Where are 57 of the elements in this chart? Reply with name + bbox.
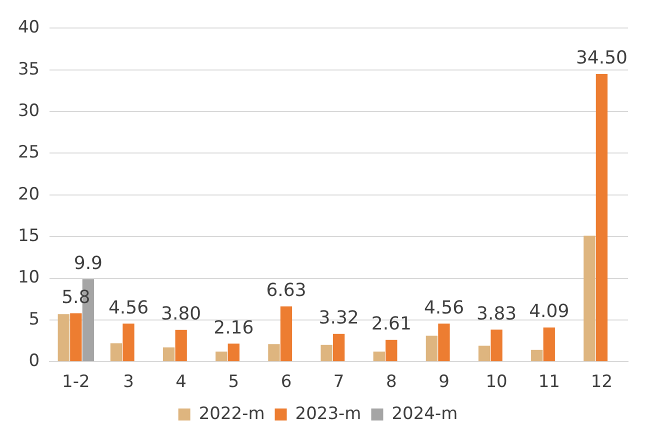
x-tick-label: 11 [538, 372, 560, 392]
bar [438, 324, 450, 362]
data-label: 4.56 [424, 297, 464, 318]
data-label: 3.80 [161, 304, 202, 325]
bar [543, 328, 555, 362]
y-tick-label: 15 [18, 226, 40, 246]
data-label: 4.56 [108, 297, 149, 318]
y-tick-label: 0 [28, 351, 40, 372]
legend-label: 2024-m [392, 404, 458, 424]
y-tick-label: 40 [18, 18, 40, 38]
x-tick-label: 8 [386, 372, 397, 392]
data-label: 6.63 [266, 280, 306, 302]
x-tick-label: 7 [333, 372, 344, 392]
data-label: 2.16 [214, 317, 254, 338]
x-tick-label: 3 [123, 372, 134, 392]
bar [280, 306, 292, 362]
y-tick-label: 25 [18, 142, 40, 163]
y-tick-label: 35 [18, 59, 40, 80]
x-tick-label: 6 [280, 372, 292, 392]
bar [320, 344, 332, 362]
bar [373, 352, 385, 362]
bar [268, 344, 280, 362]
x-tick-label: 5 [228, 372, 240, 392]
legend-label: 2022-m [198, 404, 265, 424]
bar [70, 313, 82, 362]
bar [584, 236, 596, 362]
y-tick-label: 20 [18, 184, 40, 204]
data-label: 5.8 [62, 286, 90, 308]
data-label: 34.50 [576, 48, 628, 69]
x-tick-label: 1-2 [62, 372, 90, 392]
y-tick-label: 30 [18, 100, 40, 121]
bar [596, 74, 608, 362]
bar [531, 350, 543, 362]
x-tick-label: 9 [438, 372, 450, 392]
x-tick-label: 10 [486, 372, 508, 392]
data-label: 4.09 [529, 301, 570, 322]
bar [478, 346, 490, 362]
bar [228, 344, 240, 362]
data-label: 3.83 [476, 303, 517, 324]
x-tick-label: 12 [590, 372, 613, 392]
bar [216, 352, 228, 362]
y-tick-label: 5 [28, 309, 40, 330]
bar [386, 340, 398, 362]
bar [162, 347, 175, 362]
data-label: 9.9 [74, 252, 103, 274]
bar [122, 324, 134, 362]
data-label: 2.61 [371, 314, 412, 335]
legend-label: 2023-m [295, 404, 362, 424]
y-tick-label: 10 [18, 268, 40, 288]
data-label: 3.32 [318, 308, 359, 329]
bar [110, 343, 122, 362]
bar [332, 334, 345, 362]
x-tick-label: 4 [176, 372, 186, 392]
bar [490, 330, 502, 362]
bar [426, 336, 438, 362]
bar [175, 330, 187, 362]
bar [58, 314, 70, 362]
